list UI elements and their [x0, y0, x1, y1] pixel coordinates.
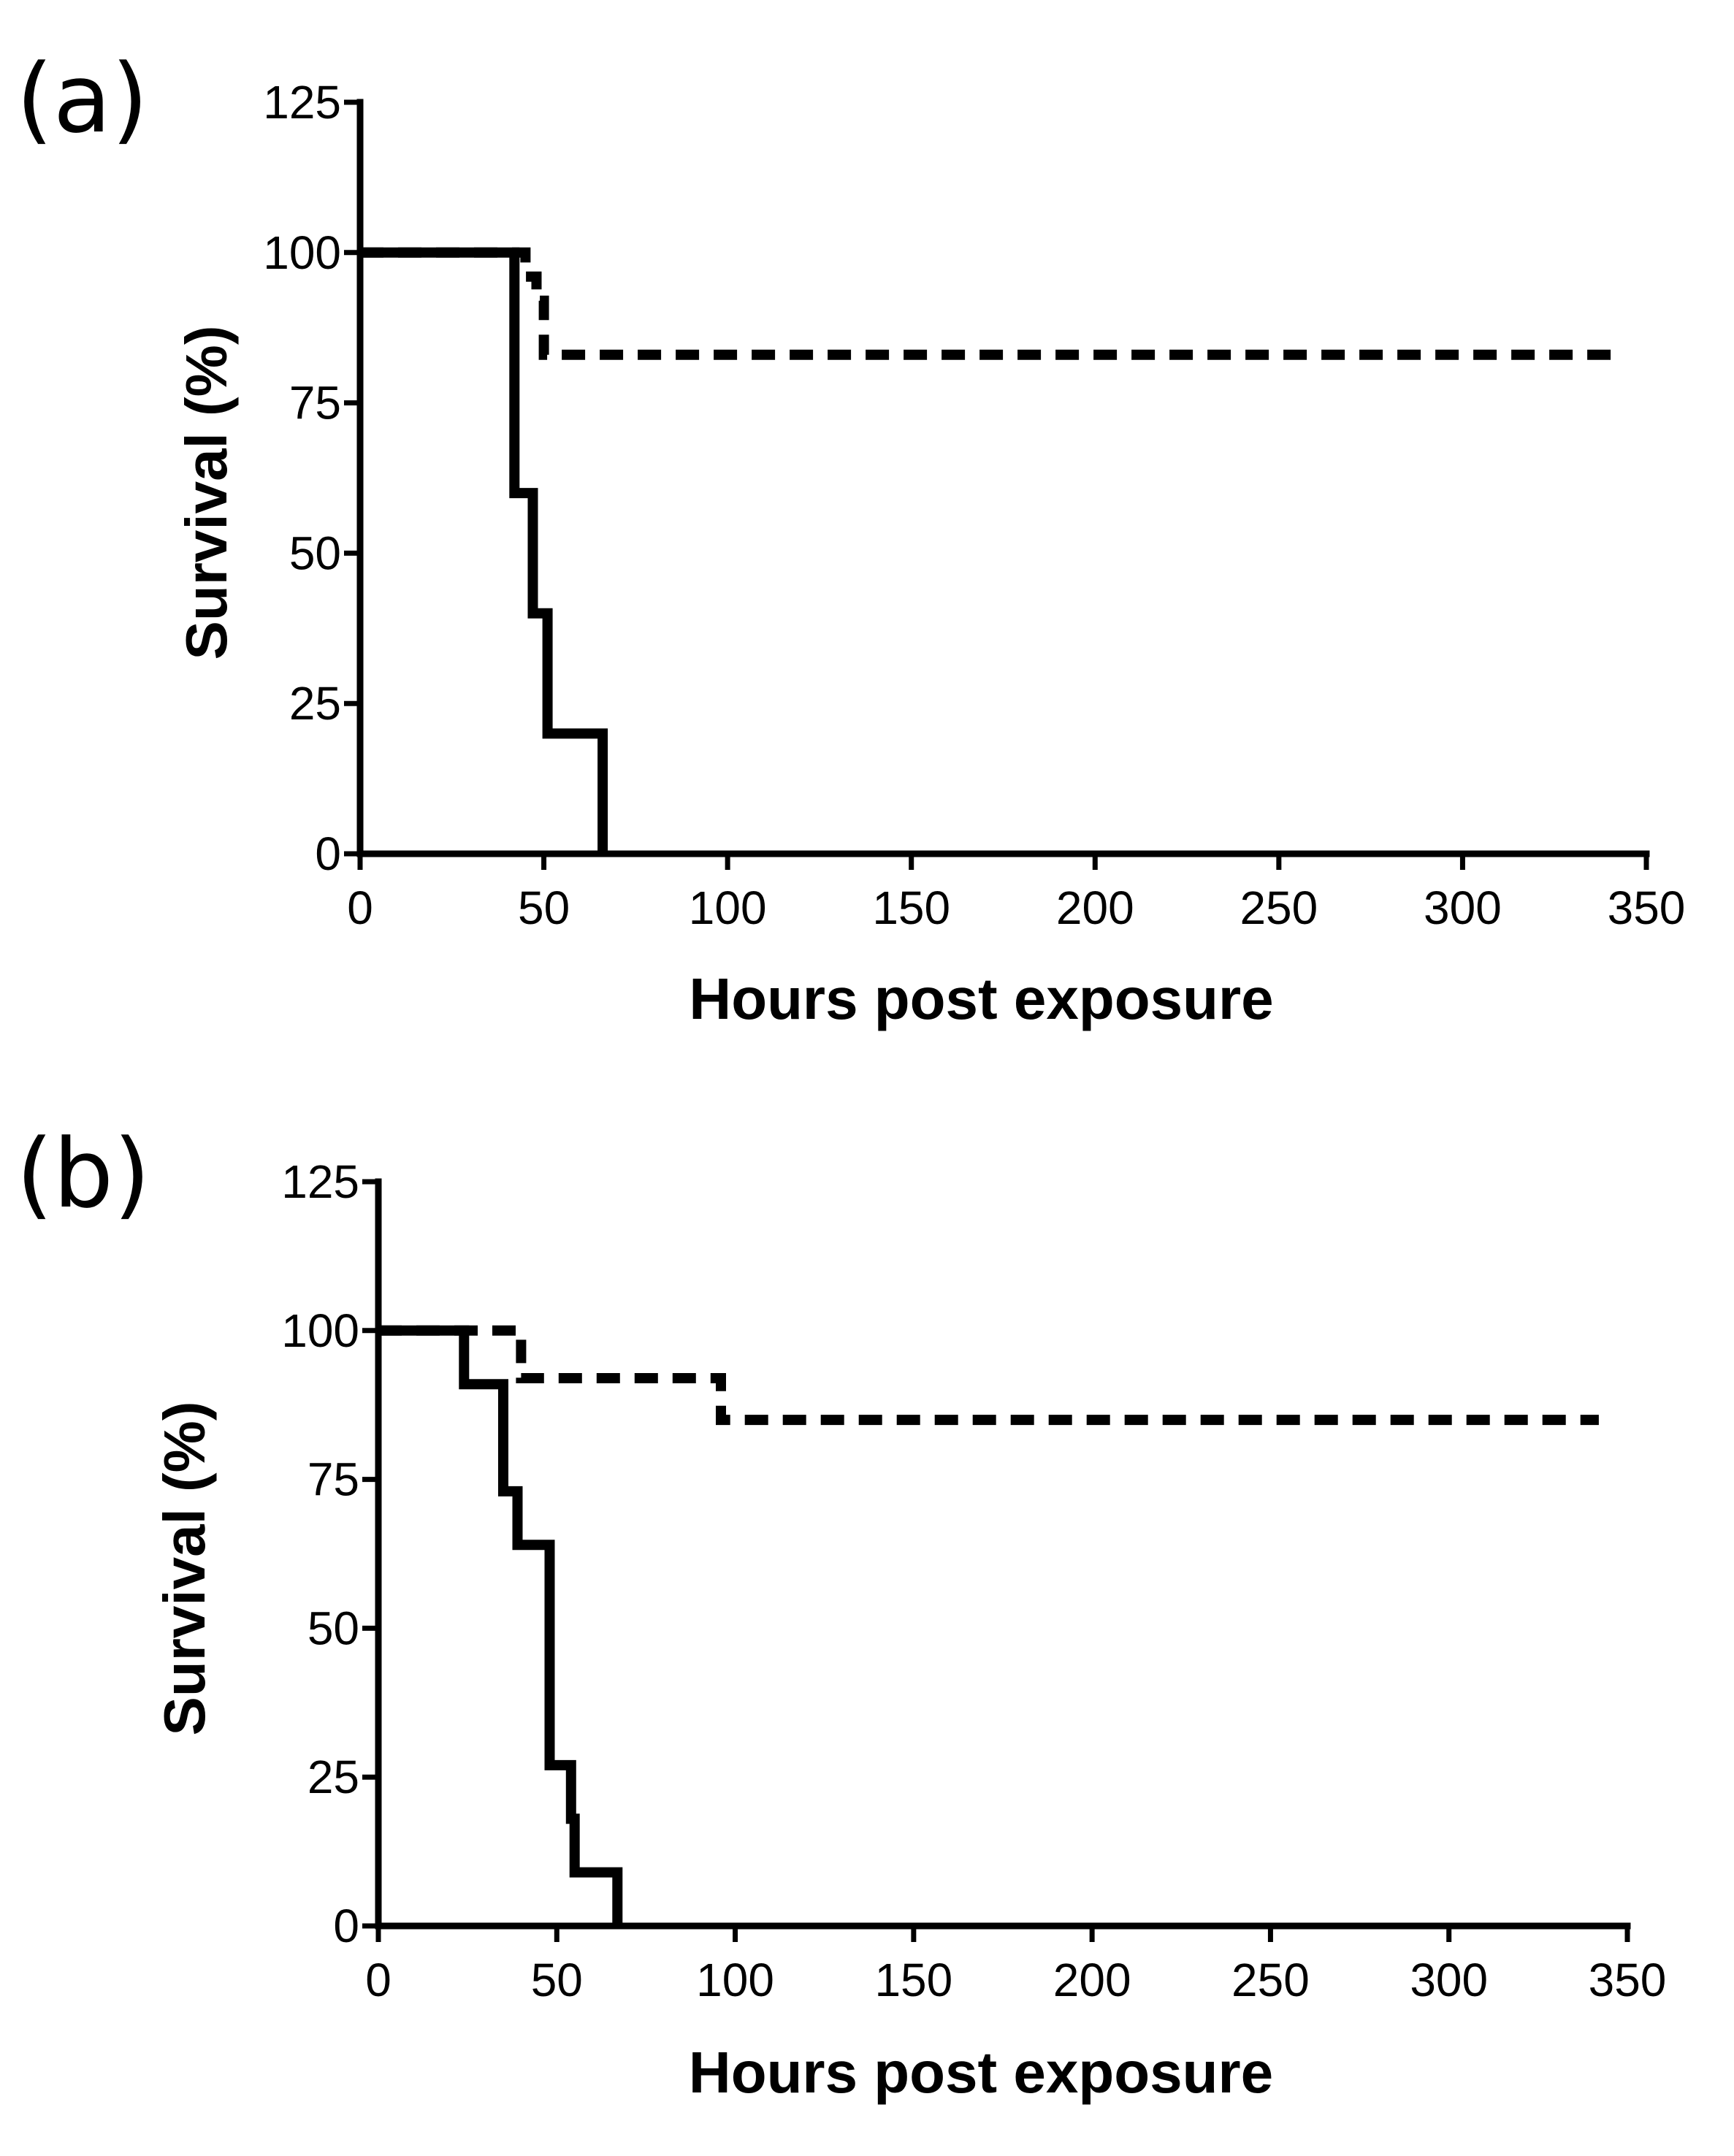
y-tick-label: 25 — [289, 677, 341, 730]
x-tick-label: 250 — [1231, 1954, 1310, 2006]
x-tick-label: 150 — [872, 882, 950, 934]
survival-curve-dashed — [360, 247, 1617, 360]
x-tick-label: 100 — [689, 882, 767, 934]
survival-curve-solid — [378, 1325, 623, 1926]
x-tick-label: 100 — [696, 1954, 774, 2006]
y-tick-label: 50 — [289, 527, 341, 579]
y-tick-label: 100 — [281, 1304, 359, 1357]
x-tick-label: 350 — [1608, 882, 1686, 934]
x-tick-label: 200 — [1056, 882, 1134, 934]
y-tick-label: 100 — [263, 226, 341, 279]
x-tick-label: 0 — [365, 1954, 392, 2006]
x-tick-label: 300 — [1424, 882, 1502, 934]
x-tick-label: 0 — [347, 882, 373, 934]
panel-a: (a) 0 25 50 75 100 125 0 50 100 150 200 250 300 350 Hou… — [16, 43, 1685, 1031]
panel-label: (b) — [16, 1118, 150, 1229]
x-tick-label: 300 — [1410, 1954, 1488, 2006]
x-tick-label: 250 — [1240, 882, 1318, 934]
panel-label: (a) — [16, 43, 148, 154]
survival-curve-dashed — [378, 1325, 1599, 1426]
y-tick-label: 0 — [315, 827, 341, 880]
x-axis-title: Hours post exposure — [689, 2040, 1273, 2105]
y-tick-label: 50 — [308, 1602, 359, 1654]
y-tick-label: 25 — [308, 1751, 359, 1803]
y-axis-title: Survival (%) — [152, 1402, 217, 1736]
x-tick-label: 200 — [1053, 1954, 1131, 2006]
x-tick-label: 350 — [1589, 1954, 1667, 2006]
y-axis-title: Survival (%) — [174, 326, 239, 660]
y-tick-label: 75 — [289, 377, 341, 429]
panel-b: (b) 0 25 50 75 100 125 0 50 100 150 200 250 300 350 Hou… — [16, 1118, 1666, 2105]
x-tick-label: 150 — [874, 1954, 952, 2006]
x-tick-label: 50 — [531, 1954, 583, 2006]
y-tick-label: 0 — [333, 1900, 359, 1952]
x-axis-title: Hours post exposure — [689, 966, 1273, 1031]
y-tick-label: 75 — [308, 1453, 359, 1506]
y-tick-label: 125 — [281, 1155, 359, 1208]
x-tick-label: 50 — [518, 882, 570, 934]
survival-curve-solid — [360, 247, 608, 854]
y-tick-label: 125 — [263, 76, 341, 129]
